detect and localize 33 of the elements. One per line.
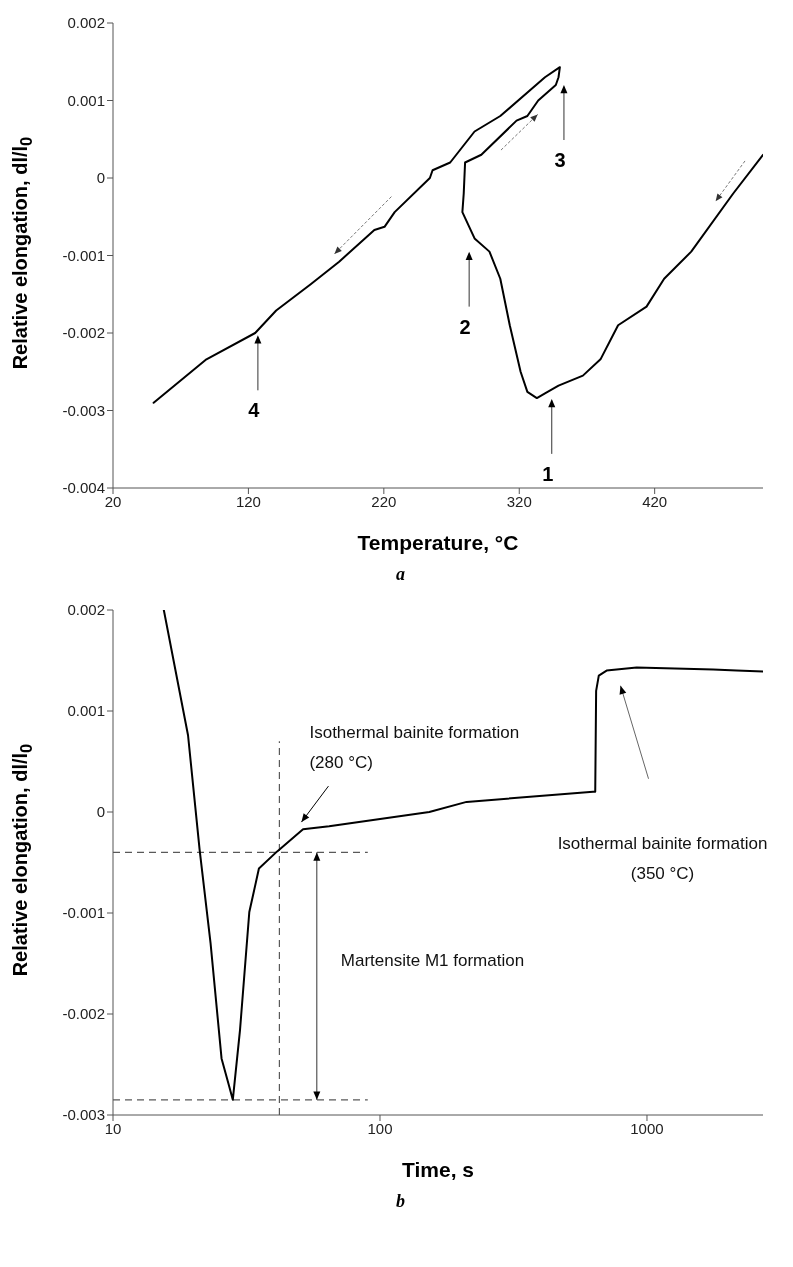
x-axis-title: Temperature, °C [357, 531, 519, 554]
x-tick-label: 220 [371, 492, 397, 510]
x-tick-label: 20 [104, 492, 122, 510]
annotation: 1 [542, 462, 554, 485]
y-tick-label: -0.002 [62, 324, 105, 342]
y-tick-label: -0.003 [62, 1106, 105, 1124]
y-tick-label: 0.001 [67, 702, 105, 720]
annotation: 3 [554, 149, 566, 171]
x-tick-label: 420 [642, 492, 668, 510]
y-tick-label: -0.001 [62, 904, 105, 922]
annotation: Isothermal bainite formation (350 °C) [557, 833, 768, 883]
annotation: 4 [248, 399, 261, 422]
annotation: Isothermal bainite formation (280 °C) [309, 723, 520, 773]
line-series [152, 66, 763, 404]
y-tick-label: 0.001 [67, 91, 105, 109]
x-tick-label: 10 [104, 1119, 122, 1137]
x-axis-title: Time, s [402, 1158, 474, 1181]
text: b [395, 1191, 406, 1212]
annotation: Martensite M1 formation [340, 951, 525, 971]
y-tick-label: -0.004 [62, 479, 105, 497]
text: a [395, 564, 406, 585]
annotation: 2 [459, 315, 471, 338]
x-tick-label: 100 [367, 1119, 393, 1137]
x-tick-label: 120 [235, 492, 261, 510]
x-tick-label: 320 [506, 492, 532, 510]
y-tick-label: 0.002 [67, 601, 105, 619]
y-tick-label: -0.002 [62, 1005, 105, 1023]
y-tick-label: -0.003 [62, 401, 105, 419]
y-tick-label: -0.001 [62, 246, 105, 264]
x-tick-label: 1000 [630, 1119, 664, 1137]
y-tick-label: 0 [96, 803, 105, 821]
y-tick-label: 0.002 [67, 14, 105, 32]
y-tick-label: 0 [96, 169, 105, 187]
